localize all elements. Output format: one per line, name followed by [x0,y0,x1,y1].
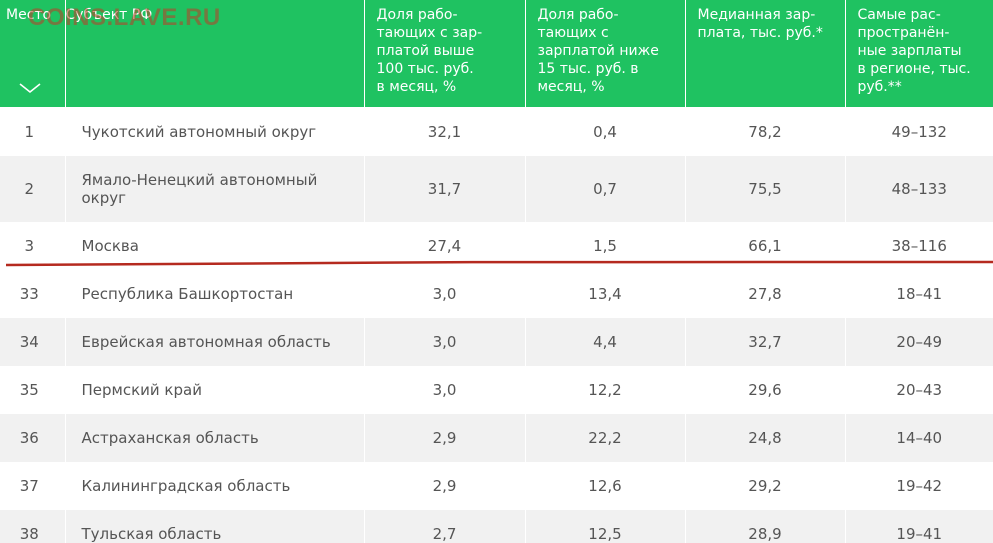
cell-share-high: 3,0 [364,366,526,414]
cell-median: 32,7 [685,318,846,366]
column-header-share-high-label: Доля рабо-тающих с зар-платой выше 100 ты… [376,7,483,95]
column-header-place-label: Место [6,7,52,23]
cell-place: 34 [0,318,66,366]
column-header-subject[interactable]: Субъект РФ [65,0,365,107]
cell-subject-text: Ямало-Ненецкий автономный округ [81,171,318,207]
cell-median: 29,6 [685,366,846,414]
cell-subject: Пермский край [65,366,365,414]
cell-share-high: 32,1 [364,107,526,156]
cell-place: 3 [0,222,66,270]
cell-common: 19–42 [845,462,993,510]
cell-share-high: 3,0 [364,270,526,318]
cell-share-high: 2,7 [364,510,526,543]
column-header-share-low[interactable]: Доля рабо-тающих с зарплатой ниже 15 тыс. … [525,0,686,107]
cell-median: 78,2 [685,107,846,156]
cell-share-low: 12,2 [525,366,686,414]
cell-subject: Ямало-Ненецкий автономный округ [65,156,365,222]
column-header-median[interactable]: Медианная зар-плата, тыс. руб.* [685,0,846,107]
table-body: 1 Чукотский автономный округ 32,1 0,4 78… [0,107,993,543]
table-row: 38 Тульская область 2,7 12,5 28,9 19–41 [0,510,993,543]
column-header-median-label: Медианная зар-плата, тыс. руб.* [697,7,823,41]
column-header-share-high[interactable]: Доля рабо-тающих с зар-платой выше 100 ты… [364,0,526,107]
cell-place: 1 [0,107,66,156]
table-row: 34 Еврейская автономная область 3,0 4,4 … [0,318,993,366]
cell-subject: Астраханская область [65,414,365,462]
cell-share-low: 4,4 [525,318,686,366]
cell-common: 19–41 [845,510,993,543]
table-row: 35 Пермский край 3,0 12,2 29,6 20–43 [0,366,993,414]
cell-share-low: 22,2 [525,414,686,462]
table-row: 2 Ямало-Ненецкий автономный округ 31,7 0… [0,156,993,222]
column-header-subject-label: Субъект РФ [65,7,153,23]
cell-subject: Чукотский автономный округ [65,107,365,156]
cell-common: 14–40 [845,414,993,462]
cell-median: 75,5 [685,156,846,222]
column-header-share-low-label: Доля рабо-тающих с зарплатой ниже 15 тыс. … [537,7,659,95]
cell-share-low: 0,4 [525,107,686,156]
chevron-down-icon[interactable] [18,81,42,95]
cell-median: 24,8 [685,414,846,462]
table-row: 37 Калининградская область 2,9 12,6 29,2… [0,462,993,510]
cell-share-low: 12,6 [525,462,686,510]
cell-share-low: 13,4 [525,270,686,318]
column-header-place[interactable]: Место [0,0,66,107]
cell-place: 37 [0,462,66,510]
cell-share-low: 12,5 [525,510,686,543]
cell-share-low: 0,7 [525,156,686,222]
cell-median: 28,9 [685,510,846,543]
cell-common: 18–41 [845,270,993,318]
cell-median: 27,8 [685,270,846,318]
cell-place: 38 [0,510,66,543]
red-divider-line [6,260,993,267]
cell-share-high: 3,0 [364,318,526,366]
cell-subject: Еврейская автономная область [65,318,365,366]
table-row: 33 Республика Башкортостан 3,0 13,4 27,8… [0,270,993,318]
cell-common: 20–49 [845,318,993,366]
cell-place: 33 [0,270,66,318]
column-header-common-label: Самые рас-пространён-ные зарплаты в регио… [857,7,971,95]
table-row: 1 Чукотский автономный округ 32,1 0,4 78… [0,107,993,156]
cell-share-high: 31,7 [364,156,526,222]
table-header: Место Субъект РФ Доля рабо-тающих с зар-… [0,0,993,107]
cell-share-high: 2,9 [364,462,526,510]
cell-place: 35 [0,366,66,414]
cell-subject: Калининградская область [65,462,365,510]
cell-common: 20–43 [845,366,993,414]
table-row: 36 Астраханская область 2,9 22,2 24,8 14… [0,414,993,462]
cell-subject: Республика Башкортостан [65,270,365,318]
column-header-common[interactable]: Самые рас-пространён-ные зарплаты в регио… [845,0,993,107]
cell-common: 48–133 [845,156,993,222]
cell-place: 2 [0,156,66,222]
cell-subject: Тульская область [65,510,365,543]
cell-median: 29,2 [685,462,846,510]
cell-common: 49–132 [845,107,993,156]
cell-share-high: 2,9 [364,414,526,462]
cell-place: 36 [0,414,66,462]
